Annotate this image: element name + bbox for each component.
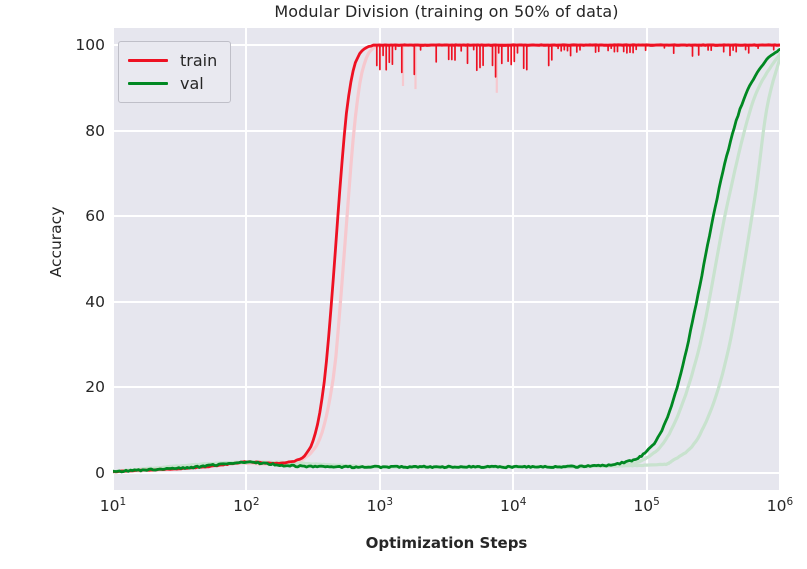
y-tick-label: 0 (95, 463, 105, 482)
x-tick-label: 102 (233, 496, 260, 516)
gridline-vertical (779, 28, 781, 490)
y-tick-label: 60 (85, 207, 105, 226)
legend-item-train[interactable]: train (128, 49, 217, 72)
y-tick-label: 20 (85, 378, 105, 397)
legend-label: train (180, 51, 218, 70)
y-axis-label: Accuracy (47, 206, 65, 278)
x-tick-label: 103 (366, 496, 393, 516)
gridline-horizontal (113, 471, 780, 474)
legend-label: val (180, 74, 204, 93)
curves-layer (113, 43, 780, 474)
gridline-horizontal (113, 300, 780, 303)
gridline-horizontal (113, 129, 780, 132)
x-tick-label: 106 (766, 496, 794, 516)
y-tick-label: 40 (85, 292, 105, 311)
series-line-val (113, 47, 780, 474)
x-tick-label: 101 (99, 496, 127, 516)
legend-swatch-val-icon (128, 82, 168, 85)
train-plateau-spikes (375, 44, 775, 78)
x-tick-label: 105 (633, 496, 660, 516)
gridline-vertical (645, 28, 648, 490)
legend-swatch-train-icon (128, 59, 168, 62)
gridline-vertical (512, 28, 515, 490)
shadow-curve-val-shadow-1 (113, 52, 780, 474)
y-tick-label: 80 (85, 121, 105, 140)
plot-area (112, 28, 781, 490)
gridline-horizontal (113, 386, 780, 389)
y-tick-label: 100 (75, 36, 105, 55)
x-tick-label: 104 (499, 496, 527, 516)
gridline-vertical (245, 28, 248, 490)
gridline-horizontal (113, 215, 780, 218)
chart-title: Modular Division (training on 50% of dat… (274, 2, 619, 21)
legend: train val (118, 41, 232, 103)
legend-item-val[interactable]: val (128, 72, 217, 95)
x-axis-label: Optimization Steps (365, 534, 528, 552)
gridline-vertical (112, 28, 114, 490)
y-axis-ticks: Accuracy 0 20 40 60 80 100 (37, 28, 105, 490)
x-axis-ticks: 101 102 103 104 105 106 (100, 496, 793, 526)
gridline-vertical (378, 28, 381, 490)
